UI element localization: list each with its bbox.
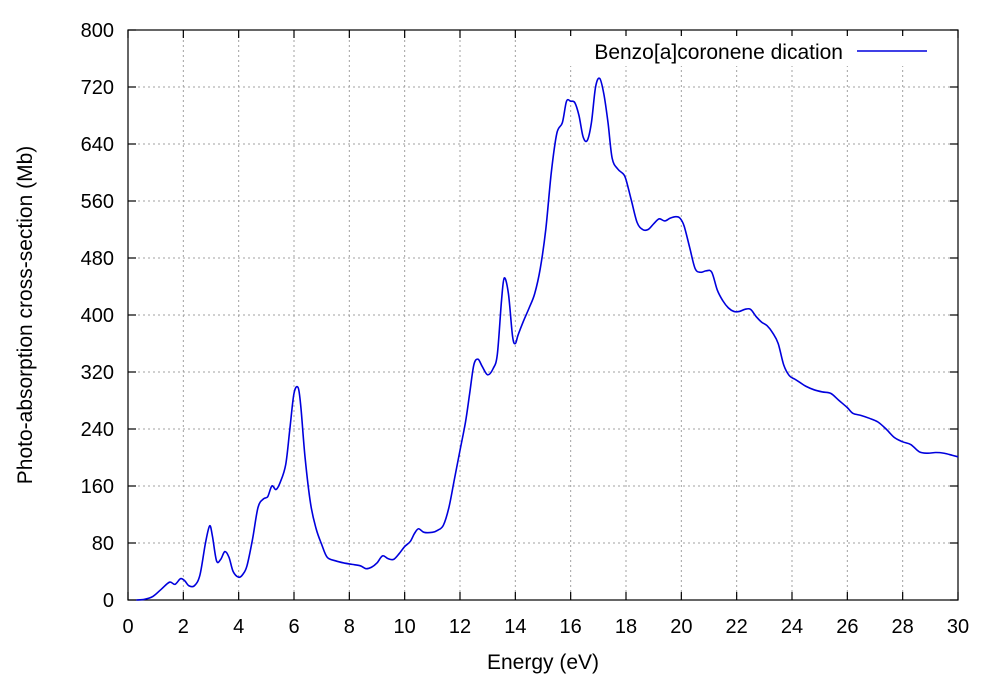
grid-lines bbox=[128, 30, 958, 600]
y-tick-label: 640 bbox=[81, 134, 114, 156]
x-tick-label: 10 bbox=[394, 616, 416, 638]
y-tick-label: 480 bbox=[81, 248, 114, 270]
x-tick-label: 28 bbox=[892, 616, 914, 638]
y-tick-label: 80 bbox=[92, 533, 114, 555]
y-tick-label: 560 bbox=[81, 191, 114, 213]
x-tick-label: 22 bbox=[726, 616, 748, 638]
x-tick-label: 2 bbox=[178, 616, 189, 638]
x-tick-label: 18 bbox=[615, 616, 637, 638]
x-tick-label: 12 bbox=[449, 616, 471, 638]
y-tick-label: 400 bbox=[81, 305, 114, 327]
axis-ticks bbox=[127, 29, 959, 601]
series-line bbox=[136, 77, 959, 601]
x-tick-label: 24 bbox=[781, 616, 803, 638]
y-tick-label: 720 bbox=[81, 77, 114, 99]
y-tick-label: 0 bbox=[103, 590, 114, 612]
x-tick-label: 14 bbox=[504, 616, 526, 638]
x-axis-label: Energy (eV) bbox=[487, 651, 599, 674]
y-tick-label: 240 bbox=[81, 419, 114, 441]
y-tick-labels: 0 80 160 240 320 400 480 560 640 720 800 bbox=[81, 20, 114, 612]
x-tick-label: 4 bbox=[233, 616, 244, 638]
y-axis-label: Photo-absorption cross-section (Mb) bbox=[14, 146, 37, 484]
x-tick-label: 16 bbox=[560, 616, 582, 638]
legend-label: Benzo[a]coronene dication bbox=[594, 41, 843, 64]
y-tick-label: 320 bbox=[81, 362, 114, 384]
x-tick-label: 30 bbox=[947, 616, 969, 638]
x-tick-labels: 0 2 4 6 8 10 12 14 16 18 20 22 24 26 28 30 bbox=[122, 616, 969, 638]
x-tick-label: 20 bbox=[670, 616, 692, 638]
y-tick-label: 160 bbox=[81, 476, 114, 498]
x-tick-label: 0 bbox=[122, 616, 133, 638]
x-tick-label: 6 bbox=[288, 616, 299, 638]
x-tick-label: 26 bbox=[836, 616, 858, 638]
legend: Benzo[a]coronene dication bbox=[540, 36, 940, 66]
y-tick-label: 800 bbox=[81, 20, 114, 42]
x-tick-label: 8 bbox=[344, 616, 355, 638]
